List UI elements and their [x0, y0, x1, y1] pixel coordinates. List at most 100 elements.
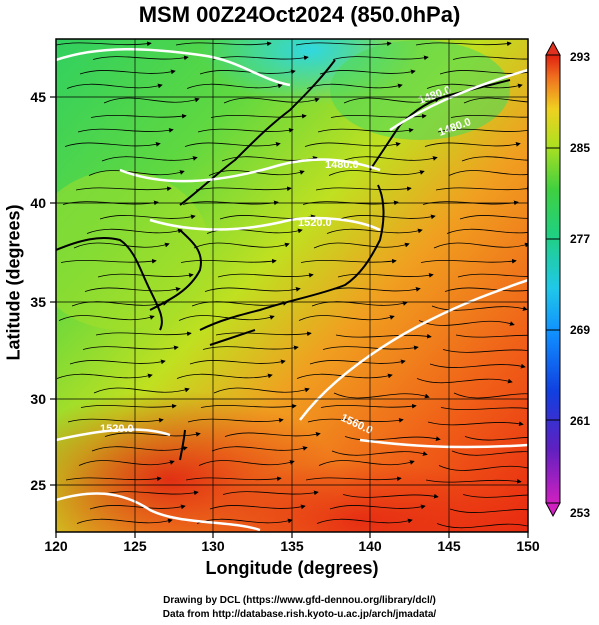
streamline: [420, 258, 517, 264]
streamline: [215, 331, 312, 337]
streamline: [326, 228, 423, 234]
streamline: [300, 258, 397, 264]
streamline: [344, 436, 441, 441]
streamline: [439, 70, 528, 75]
streamline: [313, 242, 410, 249]
streamline: [60, 258, 157, 264]
streamline: [199, 69, 296, 75]
streamline: [65, 476, 162, 482]
credit-line-data: Data from http://database.rish.kyoto-u.a…: [162, 609, 437, 620]
streamline: [317, 127, 414, 133]
streamline: [418, 320, 515, 326]
streamline: [453, 392, 528, 399]
height-contours: [56, 47, 528, 532]
streamline: [200, 403, 297, 409]
streamline: [341, 156, 438, 162]
credit-line-drawing: Drawing by DCL (https://www.gfd-dennou.o…: [163, 595, 436, 606]
streamline: [66, 83, 163, 89]
streamline: [99, 214, 196, 220]
streamline: [335, 333, 432, 339]
streamline: [82, 345, 179, 351]
streamline: [305, 476, 402, 482]
axis-ticks: [50, 96, 529, 538]
streamline: [322, 345, 419, 351]
streamline: [339, 214, 436, 220]
streamline: [189, 359, 286, 365]
streamline: [461, 156, 528, 162]
y-tick-label: 45: [30, 89, 46, 105]
streamline: [337, 272, 434, 278]
x-tick-label: 145: [437, 538, 461, 554]
streamline: [304, 142, 401, 147]
streamline: [320, 403, 417, 409]
wind-streamlines: [56, 41, 528, 529]
streamline: [69, 359, 166, 365]
streamline: [186, 83, 283, 89]
streamline: [84, 287, 181, 292]
streamline: [440, 407, 528, 411]
streamline: [77, 127, 174, 133]
streamline: [211, 446, 308, 452]
x-tick-label: 140: [358, 538, 382, 554]
streamline: [78, 460, 175, 466]
streamline: [56, 41, 152, 47]
streamline: [88, 170, 185, 176]
streamline: [93, 387, 190, 394]
streamline: [343, 97, 440, 104]
contour-label: 1480.0: [325, 159, 359, 171]
streamline: [103, 97, 200, 104]
streamline: [331, 450, 428, 456]
streamline: [332, 55, 429, 61]
contour-label: 1520.0: [298, 217, 332, 229]
x-axis-label: Longitude (degrees): [205, 558, 379, 578]
streamline: [462, 494, 528, 498]
streamline: [315, 186, 412, 192]
streamline: [316, 518, 413, 524]
colorbar-tick-label: 277: [570, 232, 590, 246]
streamline: [463, 97, 528, 104]
y-axis-label: Latitude (degrees): [3, 204, 24, 361]
streamline: [180, 258, 277, 264]
streamline: [330, 113, 427, 119]
streamline: [415, 41, 512, 47]
streamline: [202, 345, 299, 351]
streamline: [424, 142, 521, 147]
streamline: [464, 436, 528, 441]
streamline: [196, 518, 293, 524]
streamline: [342, 493, 439, 499]
streamline: [76, 518, 173, 524]
colorbar-tick-label: 285: [570, 141, 590, 155]
streamline: [198, 460, 295, 466]
colorbar-tick-label: 293: [570, 50, 590, 64]
streamline: [91, 446, 188, 452]
streamline: [435, 186, 528, 192]
streamline: [452, 56, 528, 60]
map-title: MSM 00Z24Oct2024 (850.0hPa): [138, 2, 461, 27]
streamline: [222, 490, 319, 496]
y-tick-label: 40: [30, 195, 46, 211]
colorbar-tick-label: 253: [570, 506, 590, 520]
streamline: [58, 315, 155, 321]
streamline: [95, 331, 192, 337]
streamline: [295, 41, 392, 47]
colorbar-tick-label: 261: [570, 414, 590, 428]
streamline: [187, 417, 284, 423]
contour-label: 1520.0: [100, 423, 134, 435]
streamline: [425, 478, 522, 484]
streamline: [56, 373, 153, 379]
streamline: [217, 272, 314, 278]
x-tick-label: 120: [44, 538, 68, 554]
streamline: [204, 287, 301, 292]
y-tick-label: 30: [30, 391, 46, 407]
streamline: [184, 142, 281, 147]
graticule: [56, 39, 528, 532]
streamline: [449, 508, 528, 513]
streamline: [311, 301, 408, 307]
streamline: [455, 334, 528, 338]
streamline: [86, 228, 183, 234]
streamline: [102, 490, 199, 496]
streamline: [436, 523, 528, 529]
streamline: [319, 69, 416, 75]
streamline: [446, 228, 528, 234]
